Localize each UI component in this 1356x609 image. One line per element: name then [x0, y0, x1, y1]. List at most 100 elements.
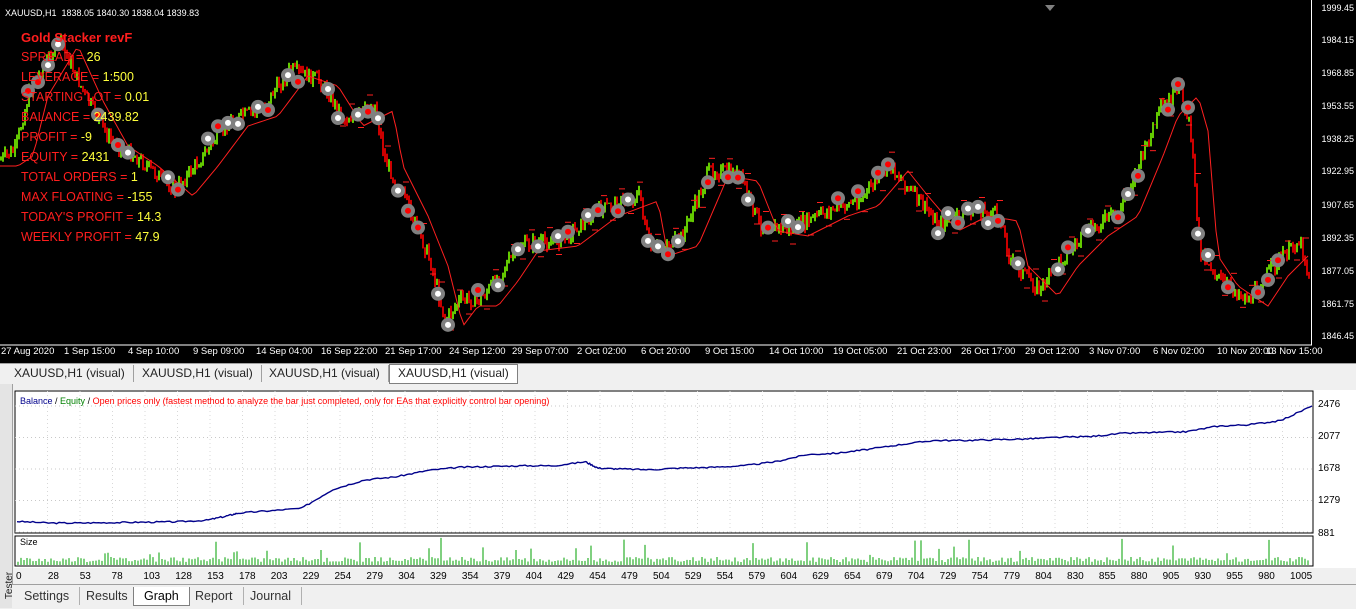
- overlay-row: PROFIT = -9: [21, 130, 92, 144]
- tester-graph-panel: Balance / Equity / Open prices only (fas…: [14, 390, 1356, 568]
- overlay-value: 14.3: [136, 210, 162, 224]
- graph-x-label: 379: [493, 571, 511, 582]
- graph-x-label: 304: [398, 571, 415, 582]
- order-marker-dot: [1015, 260, 1021, 267]
- graph-x-label: 354: [461, 571, 479, 582]
- time-label: 26 Oct 17:00: [961, 346, 1016, 357]
- order-marker-dot: [595, 207, 601, 214]
- overlay-row: STARTING LOT = 0.01: [21, 90, 149, 104]
- time-label: 19 Oct 05:00: [833, 346, 888, 357]
- graph-x-label: 53: [79, 571, 91, 582]
- time-label: 10 Nov 20:00: [1217, 346, 1274, 357]
- overlay-value: -9: [80, 130, 92, 144]
- order-marker-dot: [785, 218, 791, 225]
- order-marker-dot: [665, 251, 671, 258]
- order-marker-dot: [1255, 289, 1261, 296]
- order-marker-dot: [175, 186, 181, 193]
- chart-shift-marker[interactable]: [1045, 5, 1055, 11]
- price-label: 1846.45: [1321, 331, 1354, 341]
- order-marker-dot: [1185, 104, 1191, 111]
- chart-tab-2[interactable]: XAUUSD,H1 (visual): [134, 365, 262, 382]
- graph-x-label: 804: [1035, 571, 1052, 582]
- graph-x-label: 529: [684, 571, 702, 582]
- order-marker-dot: [885, 161, 891, 168]
- legend-separator: /: [52, 396, 61, 406]
- order-marker-dot: [1125, 191, 1131, 198]
- overlay-value: 2439.82: [93, 110, 139, 124]
- overlay-row: TODAY'S PROFIT = 14.3: [21, 210, 161, 224]
- order-marker-dot: [655, 243, 661, 250]
- time-label: 6 Nov 02:00: [1153, 346, 1205, 357]
- chart-tab-3[interactable]: XAUUSD,H1 (visual): [261, 365, 389, 382]
- overlay-label: STARTING LOT =: [21, 90, 125, 104]
- tab-results[interactable]: Results: [76, 587, 139, 605]
- graph-x-label: 980: [1258, 571, 1275, 582]
- order-marker-dot: [795, 224, 801, 231]
- order-marker-dot: [285, 72, 291, 79]
- order-marker-dot: [705, 179, 711, 186]
- overlay-label: LEVERAGE =: [21, 70, 103, 84]
- graph-y-label: 1279: [1318, 495, 1341, 506]
- order-marker-dot: [1205, 252, 1211, 259]
- order-marker-dot: [375, 115, 381, 122]
- graph-x-label: 779: [1003, 571, 1021, 582]
- order-markers: [21, 37, 1285, 332]
- order-marker-dot: [995, 217, 1001, 224]
- order-marker-dot: [935, 230, 941, 237]
- order-marker-dot: [1265, 276, 1271, 283]
- time-label: 29 Oct 12:00: [1025, 346, 1080, 357]
- order-marker-dot: [945, 210, 951, 217]
- order-marker-dot: [165, 174, 171, 181]
- order-marker-dot: [205, 135, 211, 142]
- time-label: 3 Nov 07:00: [1089, 346, 1141, 357]
- graph-x-label: 554: [716, 571, 734, 582]
- order-marker-dot: [95, 111, 101, 118]
- graph-y-label: 2476: [1318, 399, 1341, 410]
- time-label: 6 Oct 20:00: [641, 346, 691, 357]
- chart-tab-4-active[interactable]: XAUUSD,H1 (visual): [389, 364, 518, 384]
- graph-x-label: 754: [971, 571, 989, 582]
- ma-line: [0, 48, 1309, 326]
- price-label: 1907.65: [1321, 200, 1354, 210]
- time-label: 21 Oct 23:00: [897, 346, 952, 357]
- time-label: 29 Sep 07:00: [512, 346, 569, 357]
- size-bars: [17, 537, 1309, 565]
- tab-journal[interactable]: Journal: [240, 587, 302, 605]
- tab-graph[interactable]: Graph: [133, 587, 190, 606]
- overlay-value: 2431: [81, 150, 110, 164]
- price-label: 1861.75: [1321, 299, 1354, 309]
- size-label: Size: [20, 537, 38, 547]
- order-marker-dot: [955, 219, 961, 226]
- order-marker-dot: [835, 195, 841, 202]
- graph-x-label: 729: [939, 571, 957, 582]
- chart-tab-1[interactable]: XAUUSD,H1 (visual): [6, 365, 134, 382]
- moving-average: [0, 48, 1309, 331]
- order-marker-dot: [325, 85, 331, 92]
- order-marker-dot: [335, 114, 341, 121]
- tab-settings[interactable]: Settings: [14, 587, 81, 605]
- graph-x-label: 880: [1130, 571, 1148, 582]
- time-label: 2 Oct 02:00: [577, 346, 627, 357]
- balance-line: [16, 405, 1313, 525]
- time-label: 14 Sep 04:00: [256, 346, 313, 357]
- price-scale[interactable]: 1999.45 1984.15 1968.85 1953.55 1938.25 …: [1311, 0, 1356, 345]
- graph-x-label: 254: [334, 571, 352, 582]
- order-marker-dot: [45, 62, 51, 69]
- graph-x-label: 930: [1194, 571, 1212, 582]
- order-marker-dot: [265, 107, 271, 114]
- price-chart[interactable]: XAUUSD,H1 1838.05 1840.30 1838.04 1839.8…: [0, 0, 1356, 363]
- tab-report[interactable]: Report: [185, 587, 244, 605]
- graph-x-label: 229: [302, 571, 320, 582]
- graph-x-label: 103: [143, 571, 161, 582]
- graph-x-label: 1005: [1290, 571, 1313, 582]
- graph-x-label: 504: [653, 571, 670, 582]
- balance-plot-frame: [14, 390, 1314, 534]
- overlay-label: BALANCE =: [21, 110, 94, 124]
- order-marker-dot: [1275, 257, 1281, 264]
- order-marker-dot: [745, 196, 751, 203]
- price-label: 1984.15: [1321, 35, 1354, 45]
- graph-x-label: 579: [748, 571, 766, 582]
- legend-model: Open prices only (fastest method to anal…: [92, 396, 550, 406]
- graph-x-label: 479: [621, 571, 638, 582]
- price-label: 1892.35: [1321, 233, 1354, 243]
